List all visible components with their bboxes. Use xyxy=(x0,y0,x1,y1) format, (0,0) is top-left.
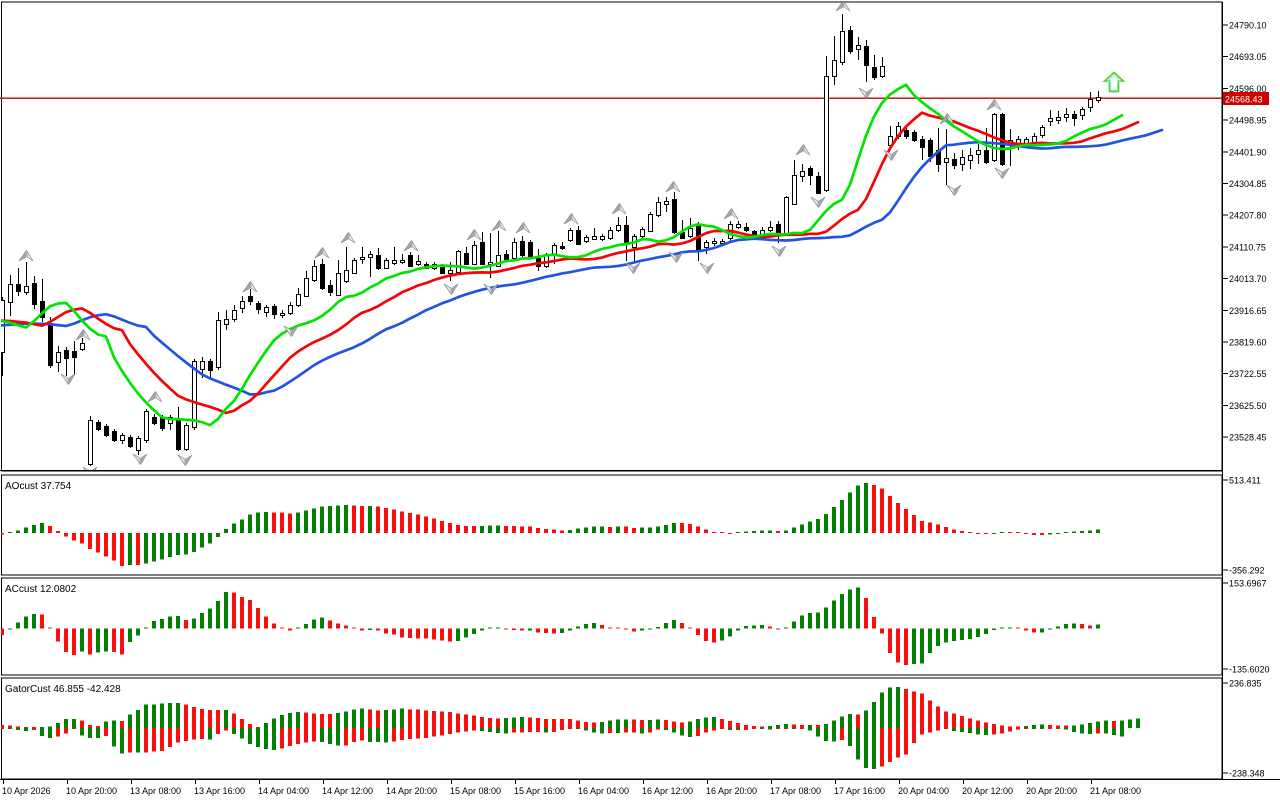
svg-text:24013.70: 24013.70 xyxy=(1229,274,1267,284)
svg-text:14 Apr 12:00: 14 Apr 12:00 xyxy=(322,786,373,796)
svg-text:20 Apr 20:00: 20 Apr 20:00 xyxy=(1026,786,1077,796)
svg-text:513.411: 513.411 xyxy=(1229,476,1261,486)
svg-text:16 Apr 04:00: 16 Apr 04:00 xyxy=(578,786,629,796)
svg-text:14 Apr 20:00: 14 Apr 20:00 xyxy=(386,786,437,796)
svg-text:10 Apr 2026: 10 Apr 2026 xyxy=(2,786,51,796)
svg-text:23528.45: 23528.45 xyxy=(1229,433,1267,443)
svg-text:24304.85: 24304.85 xyxy=(1229,179,1267,189)
svg-text:16 Apr 12:00: 16 Apr 12:00 xyxy=(642,786,693,796)
svg-text:AOcust 37.754: AOcust 37.754 xyxy=(5,481,72,492)
svg-text:-135.6020: -135.6020 xyxy=(1229,665,1270,675)
svg-text:15 Apr 16:00: 15 Apr 16:00 xyxy=(514,786,565,796)
svg-text:13 Apr 16:00: 13 Apr 16:00 xyxy=(194,786,245,796)
svg-text:23916.65: 23916.65 xyxy=(1229,306,1267,316)
svg-text:236.835: 236.835 xyxy=(1229,679,1262,689)
svg-text:24693.05: 24693.05 xyxy=(1229,52,1267,62)
svg-text:16 Apr 20:00: 16 Apr 20:00 xyxy=(706,786,757,796)
svg-text:14 Apr 04:00: 14 Apr 04:00 xyxy=(258,786,309,796)
svg-text:15 Apr 08:00: 15 Apr 08:00 xyxy=(450,786,501,796)
svg-text:23722.55: 23722.55 xyxy=(1229,369,1267,379)
svg-text:153.6967: 153.6967 xyxy=(1229,579,1267,589)
svg-text:-356.292: -356.292 xyxy=(1229,566,1265,576)
svg-text:GatorCust 46.855 -42.428: GatorCust 46.855 -42.428 xyxy=(5,684,121,695)
svg-text:17 Apr 16:00: 17 Apr 16:00 xyxy=(834,786,885,796)
svg-text:20 Apr 04:00: 20 Apr 04:00 xyxy=(898,786,949,796)
svg-text:24110.75: 24110.75 xyxy=(1229,242,1266,252)
svg-text:13 Apr 08:00: 13 Apr 08:00 xyxy=(130,786,181,796)
svg-text:-238.348: -238.348 xyxy=(1229,769,1265,779)
svg-text:10 Apr 20:00: 10 Apr 20:00 xyxy=(66,786,117,796)
svg-text:21 Apr 08:00: 21 Apr 08:00 xyxy=(1090,786,1141,796)
svg-text:ACcust 12.0802: ACcust 12.0802 xyxy=(5,584,77,595)
svg-text:24568.43: 24568.43 xyxy=(1225,95,1263,105)
svg-text:24498.95: 24498.95 xyxy=(1229,116,1267,126)
svg-text:20 Apr 12:00: 20 Apr 12:00 xyxy=(962,786,1013,796)
svg-text:24401.90: 24401.90 xyxy=(1229,147,1267,157)
svg-text:17 Apr 08:00: 17 Apr 08:00 xyxy=(770,786,821,796)
svg-text:24207.80: 24207.80 xyxy=(1229,211,1267,221)
svg-text:23625.50: 23625.50 xyxy=(1229,401,1267,411)
svg-text:23819.60: 23819.60 xyxy=(1229,338,1267,348)
svg-text:24790.10: 24790.10 xyxy=(1229,21,1267,31)
svg-text:24596.00: 24596.00 xyxy=(1229,84,1267,94)
